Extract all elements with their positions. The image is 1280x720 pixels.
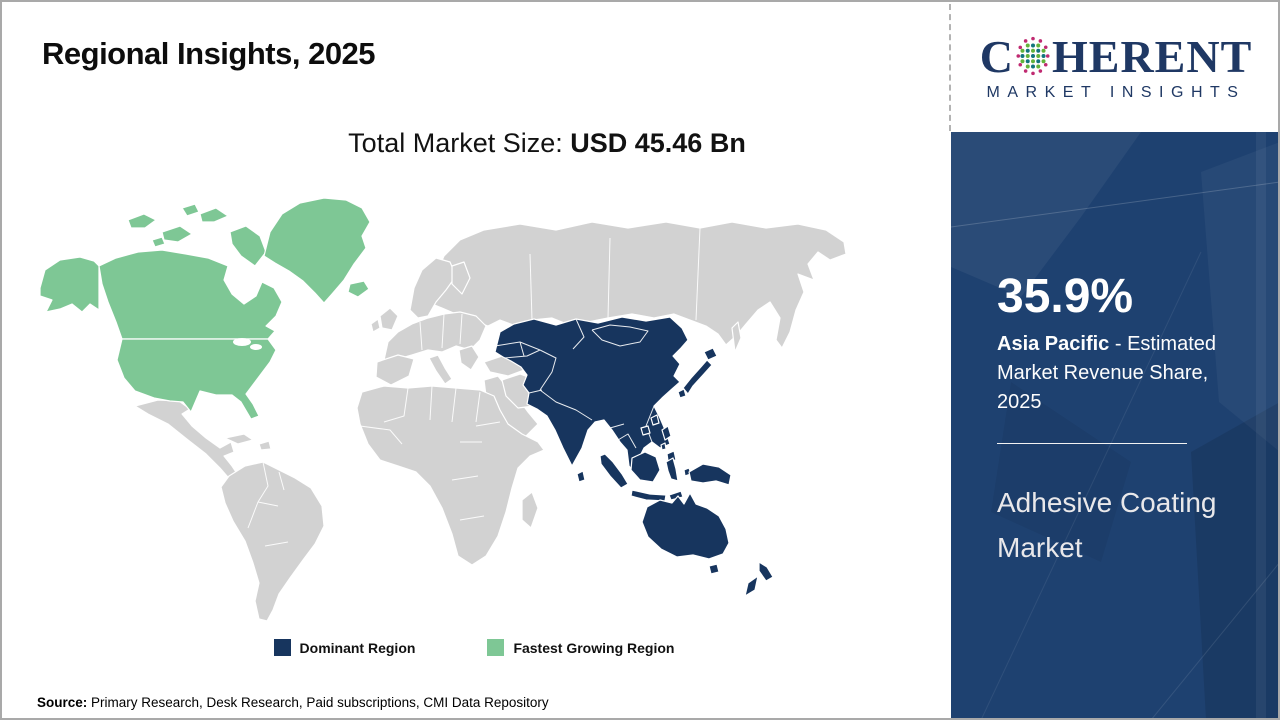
region-mexico-central-america bbox=[134, 399, 241, 484]
world-map bbox=[32, 190, 872, 625]
region-canadian-arctic-3 bbox=[199, 207, 229, 223]
total-market-size-value: USD 45.46 Bn bbox=[570, 128, 746, 158]
region-philippines-visayas bbox=[660, 442, 667, 451]
africa-country-borders bbox=[359, 385, 501, 521]
sidebar-panel: 35.9% Asia Pacific - Estimated Market Re… bbox=[951, 132, 1278, 718]
europe-country-borders bbox=[419, 313, 463, 351]
fastest-growing-region-swatch bbox=[487, 639, 505, 656]
legend-item-fastest-growing: Fastest Growing Region bbox=[487, 639, 674, 656]
logo-letters-herent: HERENT bbox=[1051, 31, 1253, 82]
region-australia bbox=[641, 492, 730, 560]
share-region-rest: - Estimated Market Revenue Share, 2025 bbox=[997, 333, 1216, 414]
sidebar-map-texture bbox=[951, 132, 1278, 718]
page-title: Regional Insights, 2025 bbox=[42, 36, 376, 71]
region-canadian-arctic-4 bbox=[181, 203, 200, 217]
market-share-value: 35.9% bbox=[997, 270, 1134, 323]
region-italy bbox=[428, 354, 453, 385]
legend-label: Dominant Region bbox=[299, 639, 416, 656]
region-uk bbox=[379, 307, 399, 331]
region-taiwan bbox=[650, 414, 660, 426]
logo-subtitle: MARKET INSIGHTS bbox=[986, 84, 1246, 101]
logo-wordmark: C HERENT bbox=[980, 34, 1253, 80]
region-iceland bbox=[347, 280, 370, 298]
region-iberia bbox=[375, 354, 415, 386]
region-canadian-arctic-2 bbox=[161, 225, 193, 243]
region-japan-kyushu bbox=[677, 388, 687, 399]
region-sri-lanka bbox=[576, 470, 586, 483]
region-sulawesi bbox=[665, 457, 679, 482]
source-text: Primary Research, Desk Research, Paid su… bbox=[87, 695, 549, 710]
region-alaska bbox=[39, 256, 100, 313]
company-logo: C HERENT MARKET INSIGHTS bbox=[952, 4, 1278, 132]
region-japan-honshu bbox=[682, 359, 713, 395]
south-america-country-borders bbox=[247, 461, 289, 547]
region-new-guinea bbox=[688, 463, 732, 486]
region-hispaniola bbox=[258, 440, 272, 451]
market-share-description: Asia Pacific - Estimated Market Revenue … bbox=[997, 330, 1238, 417]
sidebar-content: 35.9% Asia Pacific - Estimated Market Re… bbox=[951, 132, 1278, 570]
source-label: Source: bbox=[37, 695, 88, 710]
region-borneo bbox=[630, 451, 661, 483]
region-europe-mainland bbox=[383, 311, 487, 361]
region-japan-hokkaido bbox=[703, 347, 718, 361]
region-philippines-luzon bbox=[661, 425, 672, 441]
great-lakes-2 bbox=[250, 344, 262, 350]
total-market-size: Total Market Size: USD 45.46 Bn bbox=[147, 128, 947, 159]
region-cuba bbox=[224, 433, 254, 445]
region-africa bbox=[356, 385, 545, 566]
source-line: Source: Primary Research, Desk Research,… bbox=[37, 695, 549, 710]
asia-country-borders bbox=[494, 318, 655, 449]
map-legend: Dominant Region Fastest Growing Region bbox=[54, 639, 894, 656]
region-new-zealand-north bbox=[758, 561, 774, 582]
legend-item-dominant: Dominant Region bbox=[273, 639, 416, 656]
russia-borders bbox=[529, 227, 701, 321]
region-baffin-island bbox=[229, 225, 267, 267]
region-madagascar bbox=[521, 491, 539, 529]
region-balkans bbox=[458, 345, 480, 371]
logo-letter-c: C bbox=[979, 31, 1014, 82]
region-canada bbox=[98, 249, 283, 340]
region-tasmania bbox=[708, 563, 720, 575]
region-south-america bbox=[220, 461, 325, 622]
region-java bbox=[630, 489, 667, 502]
report-market-name: Adhesive Coating Market bbox=[997, 487, 1217, 564]
region-canadian-arctic-5 bbox=[151, 236, 166, 248]
share-region-name: Asia Pacific bbox=[997, 333, 1110, 356]
dominant-region-swatch bbox=[273, 639, 291, 656]
region-sakhalin bbox=[731, 321, 742, 353]
dashed-divider bbox=[949, 4, 951, 131]
region-usa bbox=[116, 338, 277, 420]
region-sumatra bbox=[599, 453, 629, 489]
total-market-size-label: Total Market Size: bbox=[348, 128, 571, 158]
dotted-globe-icon bbox=[1016, 36, 1050, 76]
region-ireland bbox=[370, 318, 381, 333]
region-hainan bbox=[640, 425, 651, 436]
region-new-zealand-south bbox=[744, 575, 759, 597]
sidebar-divider bbox=[997, 443, 1187, 445]
region-greenland bbox=[263, 197, 371, 304]
region-finland bbox=[451, 261, 471, 295]
region-canadian-arctic-1 bbox=[127, 213, 157, 229]
great-lakes bbox=[233, 338, 251, 346]
legend-label: Fastest Growing Region bbox=[513, 639, 675, 656]
